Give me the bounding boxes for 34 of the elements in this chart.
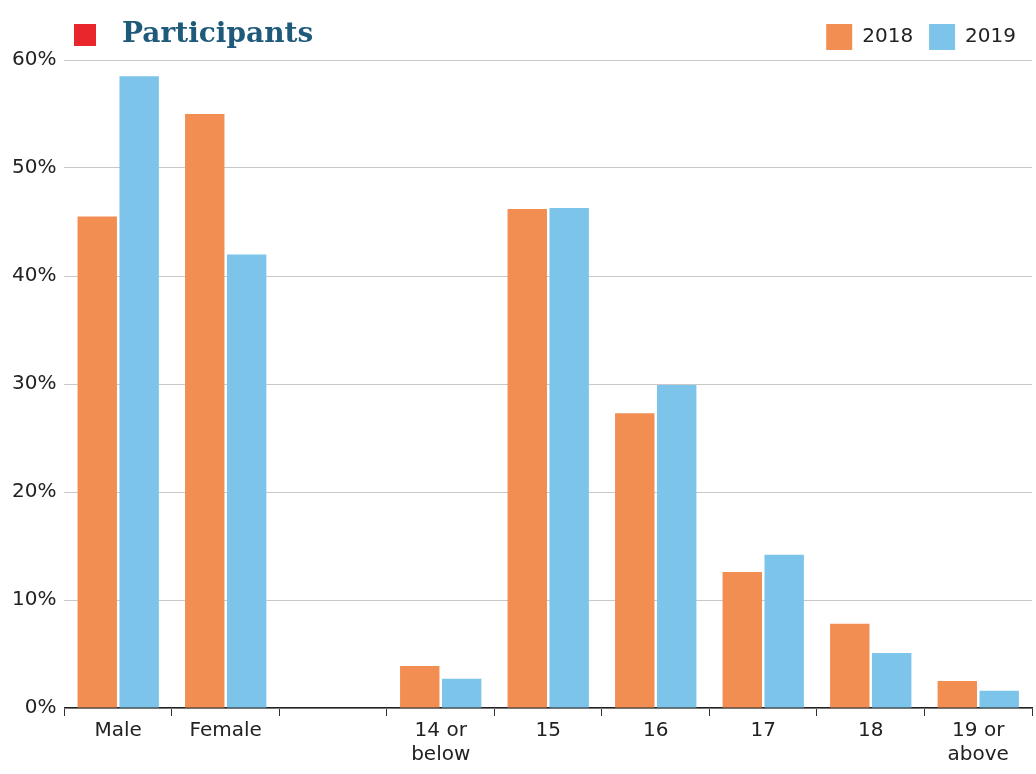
x-tick-label: 18: [858, 717, 884, 742]
bar: [400, 665, 440, 708]
y-tick-label: 20%: [12, 478, 57, 503]
legend-label: 2018: [862, 23, 914, 48]
x-tick-label: 14 or below: [411, 717, 471, 766]
x-tick-label: 19 or above: [947, 717, 1009, 766]
bar: [119, 76, 159, 708]
bar: [185, 114, 225, 708]
bar: [441, 678, 482, 708]
bar: [830, 623, 870, 708]
y-tick-label: 10%: [12, 586, 57, 611]
bar: [979, 690, 1019, 708]
legend-label: 2019: [965, 23, 1017, 48]
bar: [549, 207, 589, 708]
x-tick-label: 17: [750, 717, 776, 742]
bar: [764, 554, 804, 708]
bar: [872, 652, 912, 708]
bar: [656, 385, 697, 708]
bar: [226, 254, 267, 708]
bar: [507, 209, 547, 708]
chart-title: Participants: [122, 16, 314, 49]
bar: [77, 216, 117, 708]
y-tick-label: 60%: [12, 46, 57, 71]
x-tick-label: 15: [535, 717, 561, 742]
y-tick-label: 40%: [12, 262, 57, 287]
y-tick-label: 30%: [12, 370, 57, 395]
bar: [615, 413, 655, 708]
x-tick-label: 16: [643, 717, 669, 742]
y-tick-label: 0%: [24, 694, 57, 719]
bar: [937, 681, 977, 708]
x-tick-label: Male: [94, 717, 142, 742]
x-tick-label: Female: [189, 717, 262, 742]
bar: [722, 571, 762, 708]
y-tick-label: 50%: [12, 154, 57, 179]
